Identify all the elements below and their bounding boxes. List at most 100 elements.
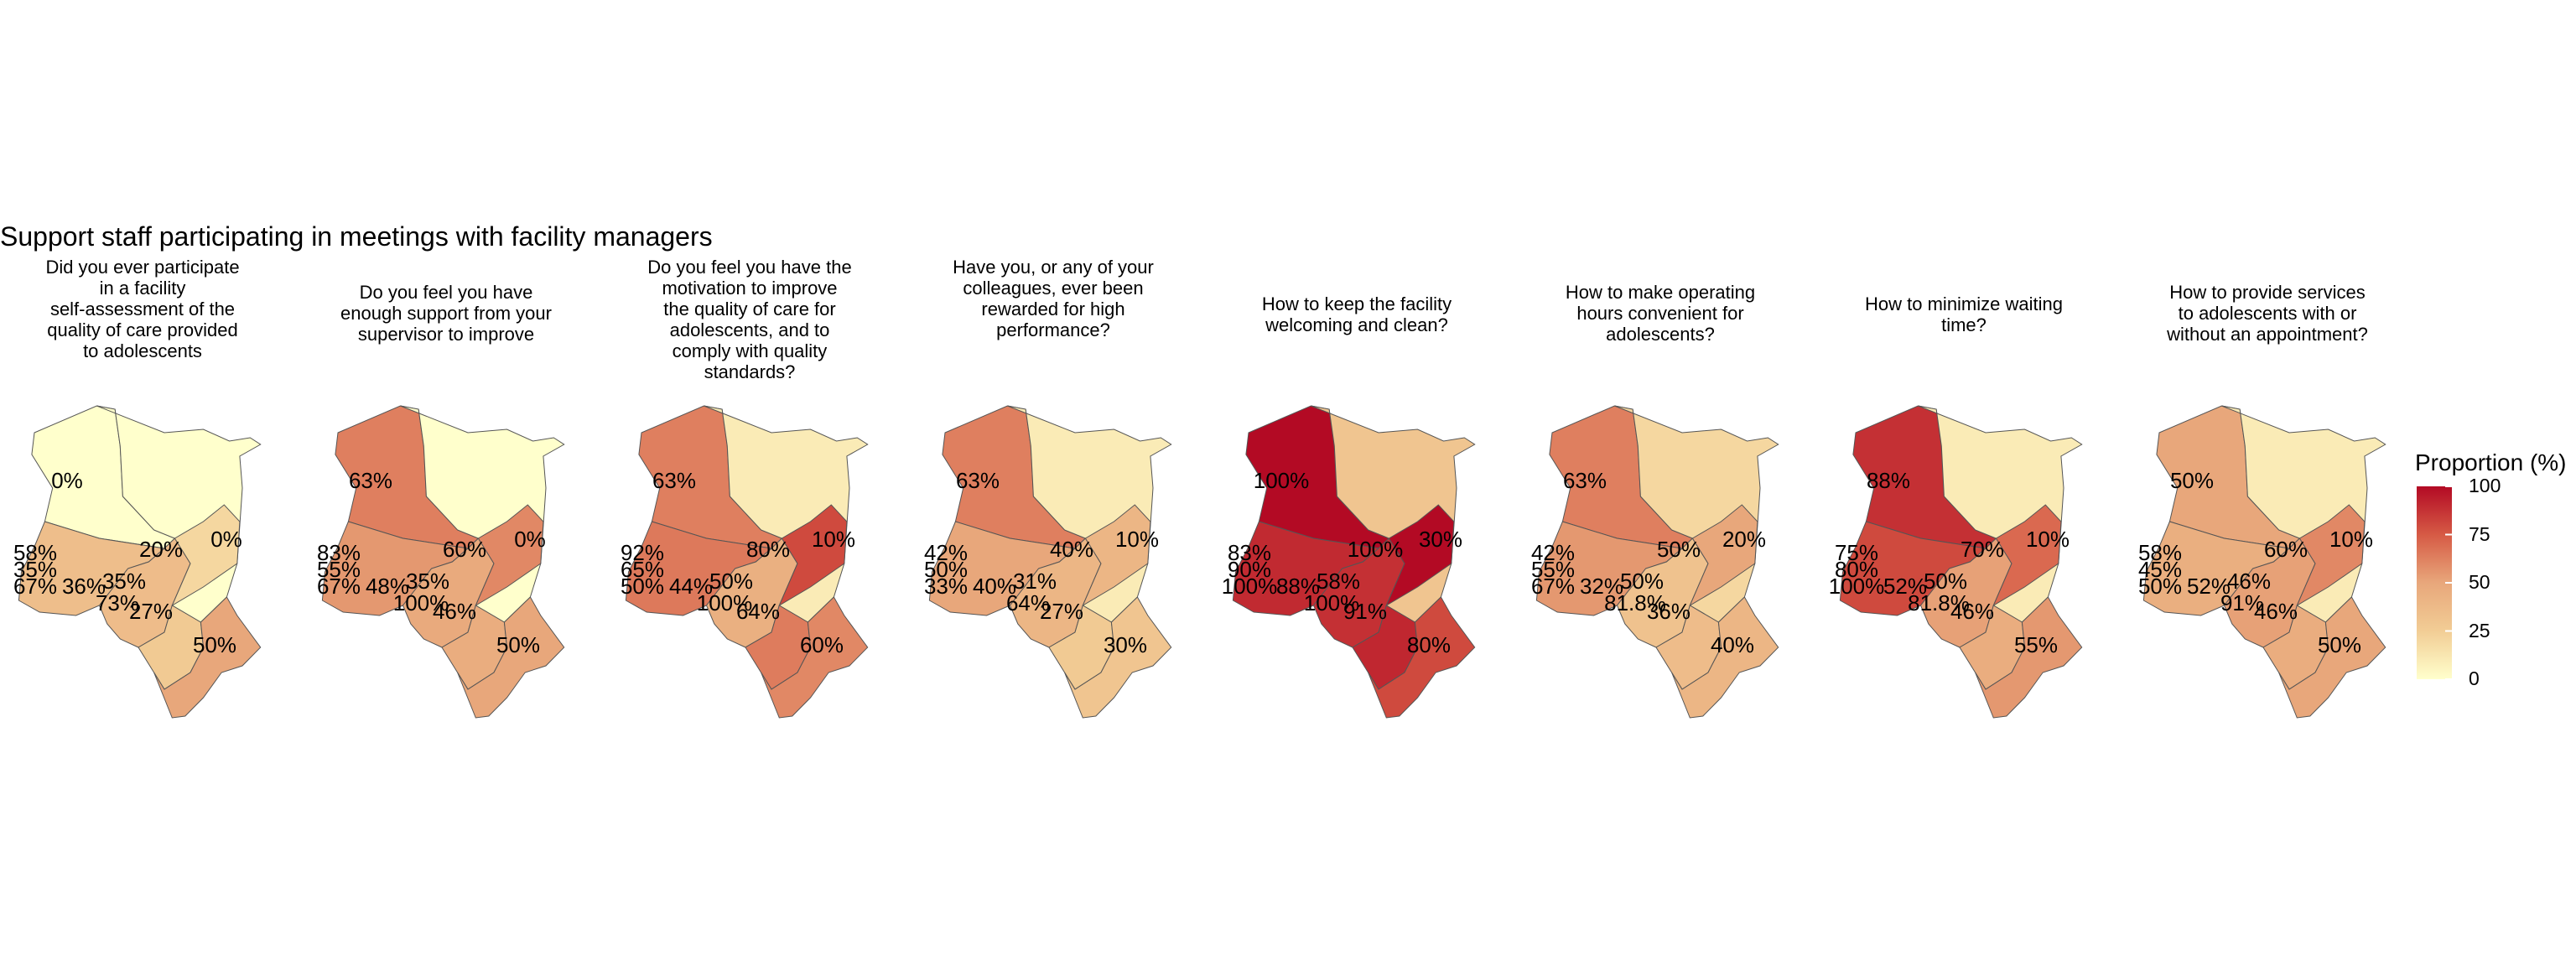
region-value-label: 55%	[317, 557, 361, 582]
region-value-label: 52%	[2187, 574, 2231, 599]
region-value-label: 42%	[924, 540, 968, 565]
region-value-label: 52%	[1883, 574, 1927, 599]
region-coast	[1065, 597, 1171, 718]
kenya-map	[18, 406, 260, 718]
map-panel-1: Did you ever participate in a facility sel…	[13, 257, 261, 718]
region-value-label: 10%	[2329, 527, 2373, 552]
region-eastcentral	[1386, 505, 1454, 605]
region-value-label: 10%	[812, 527, 855, 552]
region-value-label: 100%	[697, 590, 753, 615]
region-value-label: 92%	[621, 540, 664, 565]
region-value-label: 58%	[13, 540, 57, 565]
region-value-label: 45%	[2138, 557, 2182, 582]
region-value-label: 91%	[1343, 599, 1387, 624]
region-value-label: 64%	[1006, 590, 1050, 615]
region-value-label: 50%	[2138, 574, 2182, 599]
region-value-label: 67%	[1531, 574, 1575, 599]
region-value-label: 63%	[1563, 468, 1607, 493]
region-value-label: 50%	[709, 569, 753, 594]
region-value-label: 10%	[2026, 527, 2070, 552]
kenya-map	[626, 406, 867, 718]
region-value-label: 64%	[736, 599, 780, 624]
region-value-label: 0%	[210, 527, 242, 552]
region-value-label: 35%	[406, 569, 449, 594]
region-value-label: 50%	[1657, 537, 1701, 562]
map-panel-8: How to provide services to adolescents wi…	[2138, 282, 2386, 718]
region-value-label: 50%	[621, 574, 664, 599]
region-coast	[1672, 597, 1779, 718]
map-panel-5: How to keep the facility welcoming and cl…	[1222, 293, 1475, 718]
kenya-map	[1233, 406, 1474, 718]
region-value-label: 20%	[139, 537, 183, 562]
region-value-label: 50%	[2170, 468, 2214, 493]
legend-tick-label: 25	[2469, 619, 2490, 641]
region-value-label: 60%	[443, 537, 486, 562]
map-panel-6: How to make operating hours convenient fo…	[1531, 282, 1779, 718]
region-eastcentral	[2297, 505, 2365, 605]
region-value-label: 80%	[1407, 632, 1451, 657]
region-value-label: 55%	[1531, 557, 1575, 582]
region-coast	[458, 597, 564, 718]
region-value-label: 42%	[1531, 540, 1575, 565]
region-value-label: 80%	[746, 537, 790, 562]
panel-caption: Did you ever participate in a facility sel…	[45, 257, 239, 361]
map-panel-3: Do you feel you have the motivation to im…	[621, 257, 868, 718]
region-value-label: 100%	[1348, 537, 1404, 562]
region-value-label: 50%	[1620, 569, 1664, 594]
region-value-label: 70%	[1961, 537, 2004, 562]
region-value-label: 46%	[433, 599, 476, 624]
region-value-label: 88%	[1276, 574, 1320, 599]
region-value-label: 50%	[2318, 632, 2361, 657]
kenya-map	[1536, 406, 1778, 718]
region-value-label: 31%	[1013, 569, 1057, 594]
legend-tick-label: 0	[2469, 667, 2480, 689]
region-value-label: 36%	[62, 574, 106, 599]
region-value-label: 30%	[1104, 632, 1147, 657]
region-value-label: 63%	[956, 468, 1000, 493]
legend-colorbar	[2417, 486, 2452, 680]
region-value-label: 65%	[621, 557, 664, 582]
region-value-label: 83%	[317, 540, 361, 565]
region-value-label: 73%	[96, 590, 139, 615]
region-value-label: 60%	[800, 632, 844, 657]
region-eastcentral	[779, 505, 847, 605]
page-title: Support staff participating in meetings …	[0, 221, 713, 252]
region-value-label: 83%	[1228, 540, 1271, 565]
region-value-label: 44%	[669, 574, 713, 599]
region-value-label: 63%	[652, 468, 696, 493]
region-value-label: 100%	[1222, 574, 1278, 599]
region-value-label: 36%	[1647, 599, 1690, 624]
region-value-label: 50%	[1924, 569, 1967, 594]
region-coast	[2279, 597, 2386, 718]
panel-caption: Have you, or any of your colleagues, ever…	[953, 257, 1154, 340]
region-value-label: 50%	[924, 557, 968, 582]
region-value-label: 10%	[1115, 527, 1159, 552]
region-value-label: 80%	[1835, 557, 1878, 582]
region-value-label: 40%	[1711, 632, 1754, 657]
region-value-label: 40%	[973, 574, 1016, 599]
region-value-label: 88%	[1867, 468, 1910, 493]
kenya-map	[2143, 406, 2385, 718]
region-value-label: 58%	[1317, 569, 1360, 594]
region-value-label: 90%	[1228, 557, 1271, 582]
region-value-label: 81.8%	[1908, 590, 1970, 615]
panel-caption: How to provide services to adolescents wi…	[2166, 282, 2368, 345]
region-value-label: 0%	[514, 527, 546, 552]
region-value-label: 60%	[2264, 537, 2308, 562]
region-value-label: 40%	[1050, 537, 1093, 562]
region-value-label: 100%	[393, 590, 449, 615]
region-value-label: 50%	[496, 632, 540, 657]
region-eastcentral	[1083, 505, 1150, 605]
region-value-label: 100%	[1304, 590, 1360, 615]
region-eastcentral	[1993, 505, 2061, 605]
region-value-label: 91%	[2220, 590, 2264, 615]
region-value-label: 67%	[317, 574, 361, 599]
region-value-label: 46%	[1950, 599, 1994, 624]
region-value-label: 30%	[1419, 527, 1462, 552]
panel-caption: How to keep the facility welcoming and cl…	[1262, 293, 1452, 335]
region-value-label: 81.8%	[1604, 590, 1666, 615]
panel-caption: How to minimize waiting time?	[1865, 293, 2063, 335]
region-eastcentral	[1690, 505, 1758, 605]
panel-caption: Do you feel you have enough support from …	[340, 282, 552, 345]
